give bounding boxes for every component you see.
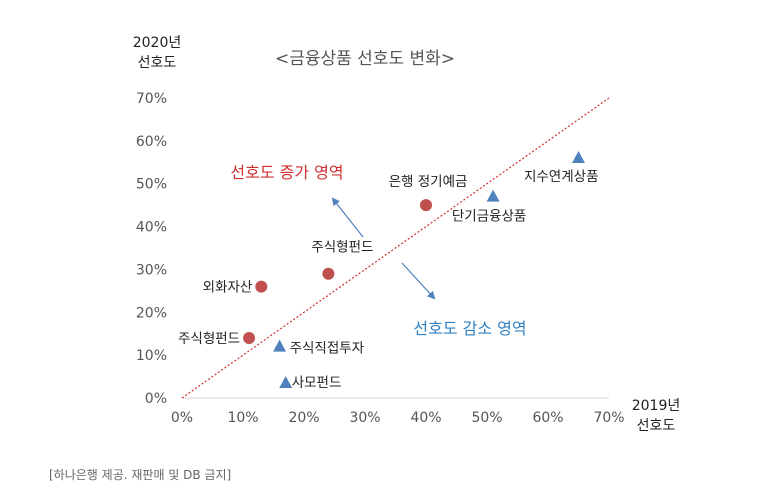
region-decrease-label: 선호도 감소 영역 <box>413 319 526 338</box>
data-point-label: 외화자산 <box>203 280 253 296</box>
data-point-label: 주식직접투자 <box>290 341 365 357</box>
y-axis-title-line1: 2020년 <box>133 35 182 51</box>
y-tick-label: 40% <box>136 220 167 236</box>
data-point-circle <box>322 267 335 280</box>
data-point-circle <box>420 199 432 212</box>
y-tick-label: 20% <box>136 305 167 321</box>
x-tick-label: 60% <box>532 410 563 426</box>
data-point-triangle <box>572 151 585 163</box>
reference-line-diagonal <box>181 97 610 399</box>
data-point-triangle <box>273 339 287 352</box>
data-point-triangle <box>279 376 293 388</box>
y-tick-label: 0% <box>145 391 167 407</box>
data-point-label: 주식형펀드 <box>311 240 373 256</box>
data-point-circle <box>243 332 256 344</box>
x-tick-label: 30% <box>349 410 380 426</box>
data-point-circle <box>255 280 268 293</box>
x-axis-ticks: 0% 10% 20% 30% 40% 50% 60% 70% <box>171 410 625 426</box>
x-tick-label: 20% <box>288 410 319 426</box>
y-tick-label: 70% <box>136 91 167 107</box>
chart-title: <금융상품 선호도 변화> <box>275 49 455 69</box>
x-tick-label: 50% <box>471 410 502 426</box>
y-tick-label: 50% <box>136 177 167 193</box>
data-point-label: 사모펀드 <box>292 375 342 391</box>
y-tick-label: 10% <box>136 348 167 364</box>
data-point-label: 주식형펀드 <box>178 331 240 347</box>
y-tick-label: 30% <box>136 262 167 278</box>
x-tick-label: 40% <box>410 410 441 426</box>
y-axis-ticks: 0% 10% 20% 30% 40% 50% 60% 70% <box>136 91 167 407</box>
x-axis-title-line2: 선호도 <box>637 418 676 434</box>
x-tick-label: 70% <box>593 410 624 426</box>
data-point-label: 은행 정기예금 <box>389 174 468 190</box>
x-tick-label: 10% <box>227 410 258 426</box>
scatter-chart: <금융상품 선호도 변화> 2020년 선호도 2019년 선호도 0% 10% 2… <box>133 35 681 434</box>
data-point-label: 단기금융상품 <box>452 209 527 225</box>
x-tick-label: 0% <box>171 410 193 426</box>
arrow-down-right <box>401 262 436 300</box>
y-tick-label: 60% <box>136 134 167 150</box>
y-axis-title-line2: 선호도 <box>138 55 177 71</box>
region-increase-label: 선호도 증가 영역 <box>230 163 343 182</box>
x-axis-title-line1: 2019년 <box>632 398 681 414</box>
source-caption: [하나은행 제공. 재판매 및 DB 금지] <box>49 468 232 482</box>
data-point-label: 지수연계상품 <box>524 169 599 185</box>
data-point-triangle <box>486 189 500 202</box>
arrow-up-left <box>331 197 364 238</box>
